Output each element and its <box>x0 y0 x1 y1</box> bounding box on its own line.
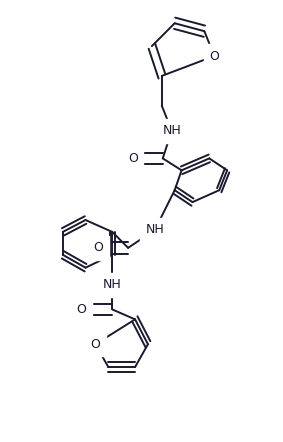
Text: NH: NH <box>162 124 181 137</box>
Text: O: O <box>77 303 87 316</box>
Text: NH: NH <box>145 224 164 236</box>
Text: O: O <box>91 338 100 351</box>
Text: NH: NH <box>103 278 122 291</box>
Text: O: O <box>209 50 219 63</box>
Text: O: O <box>93 241 103 254</box>
Text: O: O <box>128 152 138 165</box>
